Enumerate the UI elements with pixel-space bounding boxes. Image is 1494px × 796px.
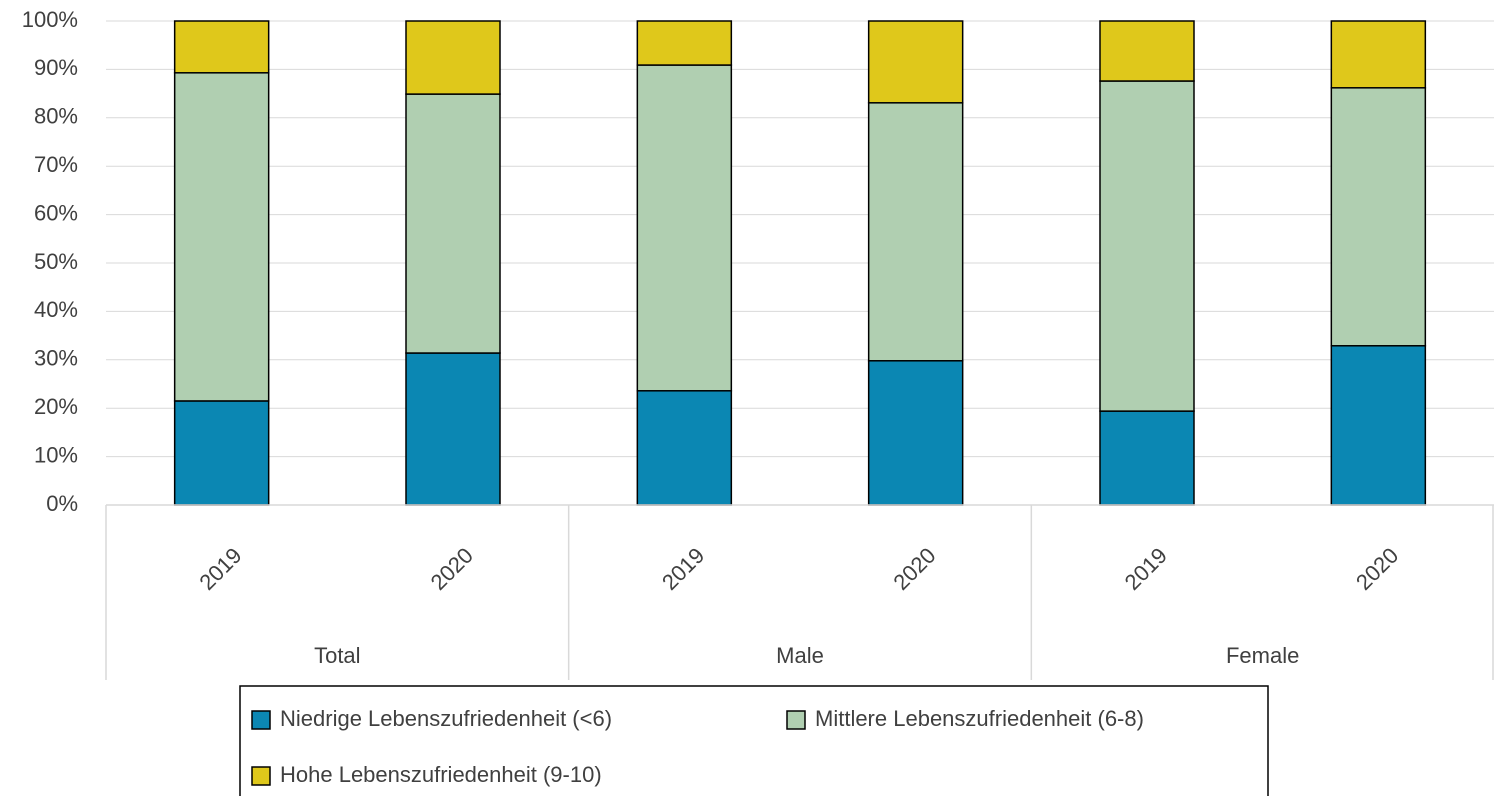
- bar-segment: [636, 64, 733, 392]
- bar-segment: [1099, 410, 1195, 506]
- x-tick-label: 2020: [888, 543, 940, 595]
- legend-swatch: [251, 766, 271, 786]
- y-tick-label: 0%: [46, 491, 78, 516]
- bar-segment: [173, 20, 270, 74]
- x-tick-label: 2020: [426, 543, 478, 595]
- legend-label: Mittlere Lebenszufriedenheit (6-8): [815, 706, 1144, 731]
- y-tick-label: 30%: [34, 346, 78, 371]
- bar-segment: [1099, 20, 1195, 82]
- group-label: Female: [1226, 643, 1299, 668]
- legend-label: Niedrige Lebenszufriedenheit (<6): [280, 706, 612, 731]
- y-tick-label: 100%: [22, 7, 78, 32]
- x-tick-label: 2019: [1120, 543, 1172, 595]
- y-tick-label: 50%: [34, 249, 78, 274]
- bar-segment: [1330, 87, 1427, 347]
- y-tick-label: 40%: [34, 297, 78, 322]
- bar-segment: [636, 390, 733, 506]
- bar-segment: [405, 352, 501, 506]
- y-tick-label: 10%: [34, 442, 78, 467]
- bar-segment: [636, 20, 733, 66]
- bar-segment: [405, 93, 501, 354]
- x-tick-label: 2020: [1351, 543, 1403, 595]
- y-tick-label: 20%: [34, 394, 78, 419]
- group-label: Total: [314, 643, 360, 668]
- legend-box: [239, 685, 1269, 796]
- bar-segment: [1099, 80, 1195, 412]
- legend-label: Hohe Lebenszufriedenheit (9-10): [280, 762, 602, 787]
- legend-swatch: [251, 710, 271, 730]
- y-tick-label: 70%: [34, 152, 78, 177]
- bar-segment: [405, 20, 501, 95]
- bar-segment: [173, 400, 270, 506]
- y-tick-label: 80%: [34, 104, 78, 129]
- bar-segment: [1330, 345, 1427, 506]
- bar-segment: [1330, 20, 1427, 89]
- legend-swatch: [786, 710, 806, 730]
- group-label: Male: [776, 643, 824, 668]
- y-tick-label: 60%: [34, 200, 78, 225]
- y-tick-label: 90%: [34, 55, 78, 80]
- bar-segment: [867, 360, 964, 506]
- x-tick-label: 2019: [194, 543, 246, 595]
- bar-segment: [867, 20, 964, 104]
- x-tick-label: 2019: [657, 543, 709, 595]
- bar-segment: [173, 72, 270, 402]
- bar-segment: [867, 102, 964, 362]
